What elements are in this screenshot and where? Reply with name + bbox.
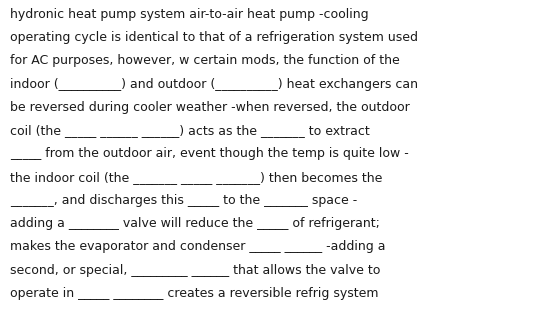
Text: for AC purposes, however, w certain mods, the function of the: for AC purposes, however, w certain mods… [10, 54, 400, 68]
Text: indoor (__________) and outdoor (__________) heat exchangers can: indoor (__________) and outdoor (_______… [10, 78, 418, 91]
Text: operating cycle is identical to that of a refrigeration system used: operating cycle is identical to that of … [10, 31, 418, 44]
Text: operate in _____ ________ creates a reversible refrig system: operate in _____ ________ creates a reve… [10, 287, 378, 300]
Text: _______, and discharges this _____ to the _______ space -: _______, and discharges this _____ to th… [10, 194, 357, 207]
Text: makes the evaporator and condenser _____ ______ -adding a: makes the evaporator and condenser _____… [10, 240, 386, 253]
Text: hydronic heat pump system air-to-air heat pump -cooling: hydronic heat pump system air-to-air hea… [10, 8, 369, 21]
Text: the indoor coil (the _______ _____ _______) then becomes the: the indoor coil (the _______ _____ _____… [10, 171, 382, 184]
Text: adding a ________ valve will reduce the _____ of refrigerant;: adding a ________ valve will reduce the … [10, 217, 380, 230]
Text: coil (the _____ ______ ______) acts as the _______ to extract: coil (the _____ ______ ______) acts as t… [10, 124, 370, 137]
Text: be reversed during cooler weather -when reversed, the outdoor: be reversed during cooler weather -when … [10, 101, 410, 114]
Text: _____ from the outdoor air, event though the temp is quite low -: _____ from the outdoor air, event though… [10, 147, 409, 160]
Text: second, or special, _________ ______ that allows the valve to: second, or special, _________ ______ tha… [10, 263, 381, 277]
